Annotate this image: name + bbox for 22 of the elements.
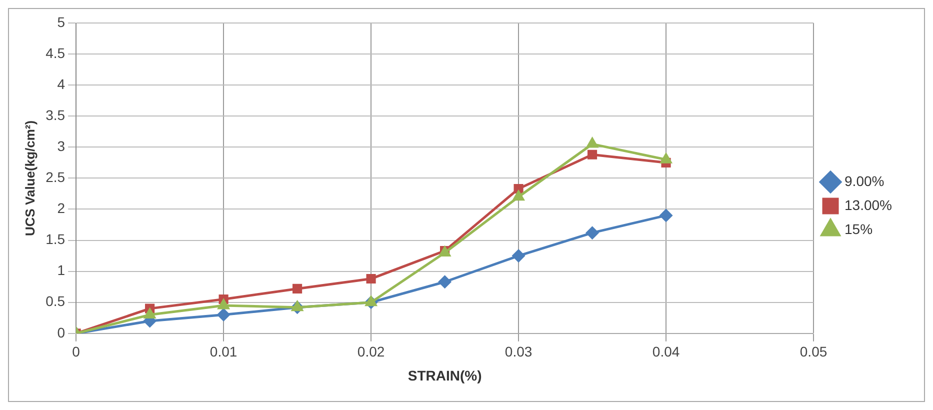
y-axis-title: UCS Value(kg/cm²) bbox=[22, 120, 38, 236]
x-tick-label: 0.05 bbox=[800, 344, 828, 360]
y-tick-label: 3 bbox=[57, 138, 66, 154]
y-tick-label: 3.5 bbox=[46, 106, 66, 123]
legend-label: 9.00% bbox=[844, 172, 884, 189]
y-tick-label: 4.5 bbox=[46, 44, 66, 61]
x-axis-title: STRAIN(%) bbox=[408, 367, 482, 384]
y-tick-label: 0.5 bbox=[46, 293, 66, 310]
x-tick-label: 0.03 bbox=[504, 344, 532, 360]
x-tick-label: 0.01 bbox=[210, 344, 238, 360]
legend-label: 15% bbox=[844, 220, 873, 237]
y-tick-label: 2 bbox=[57, 200, 66, 216]
y-tick-label: 1.5 bbox=[46, 231, 66, 248]
legend-label: 13.00% bbox=[844, 196, 892, 213]
y-tick-label: 0 bbox=[57, 324, 66, 340]
y-tick-label: 2.5 bbox=[46, 169, 66, 186]
x-tick-label: 0 bbox=[72, 344, 80, 360]
x-tick-label: 0.04 bbox=[652, 344, 680, 360]
y-tick-label: 4 bbox=[57, 76, 66, 92]
x-tick-label: 0.02 bbox=[357, 344, 385, 360]
y-tick-label: 1 bbox=[57, 262, 66, 278]
y-tick-label: 5 bbox=[57, 14, 66, 30]
